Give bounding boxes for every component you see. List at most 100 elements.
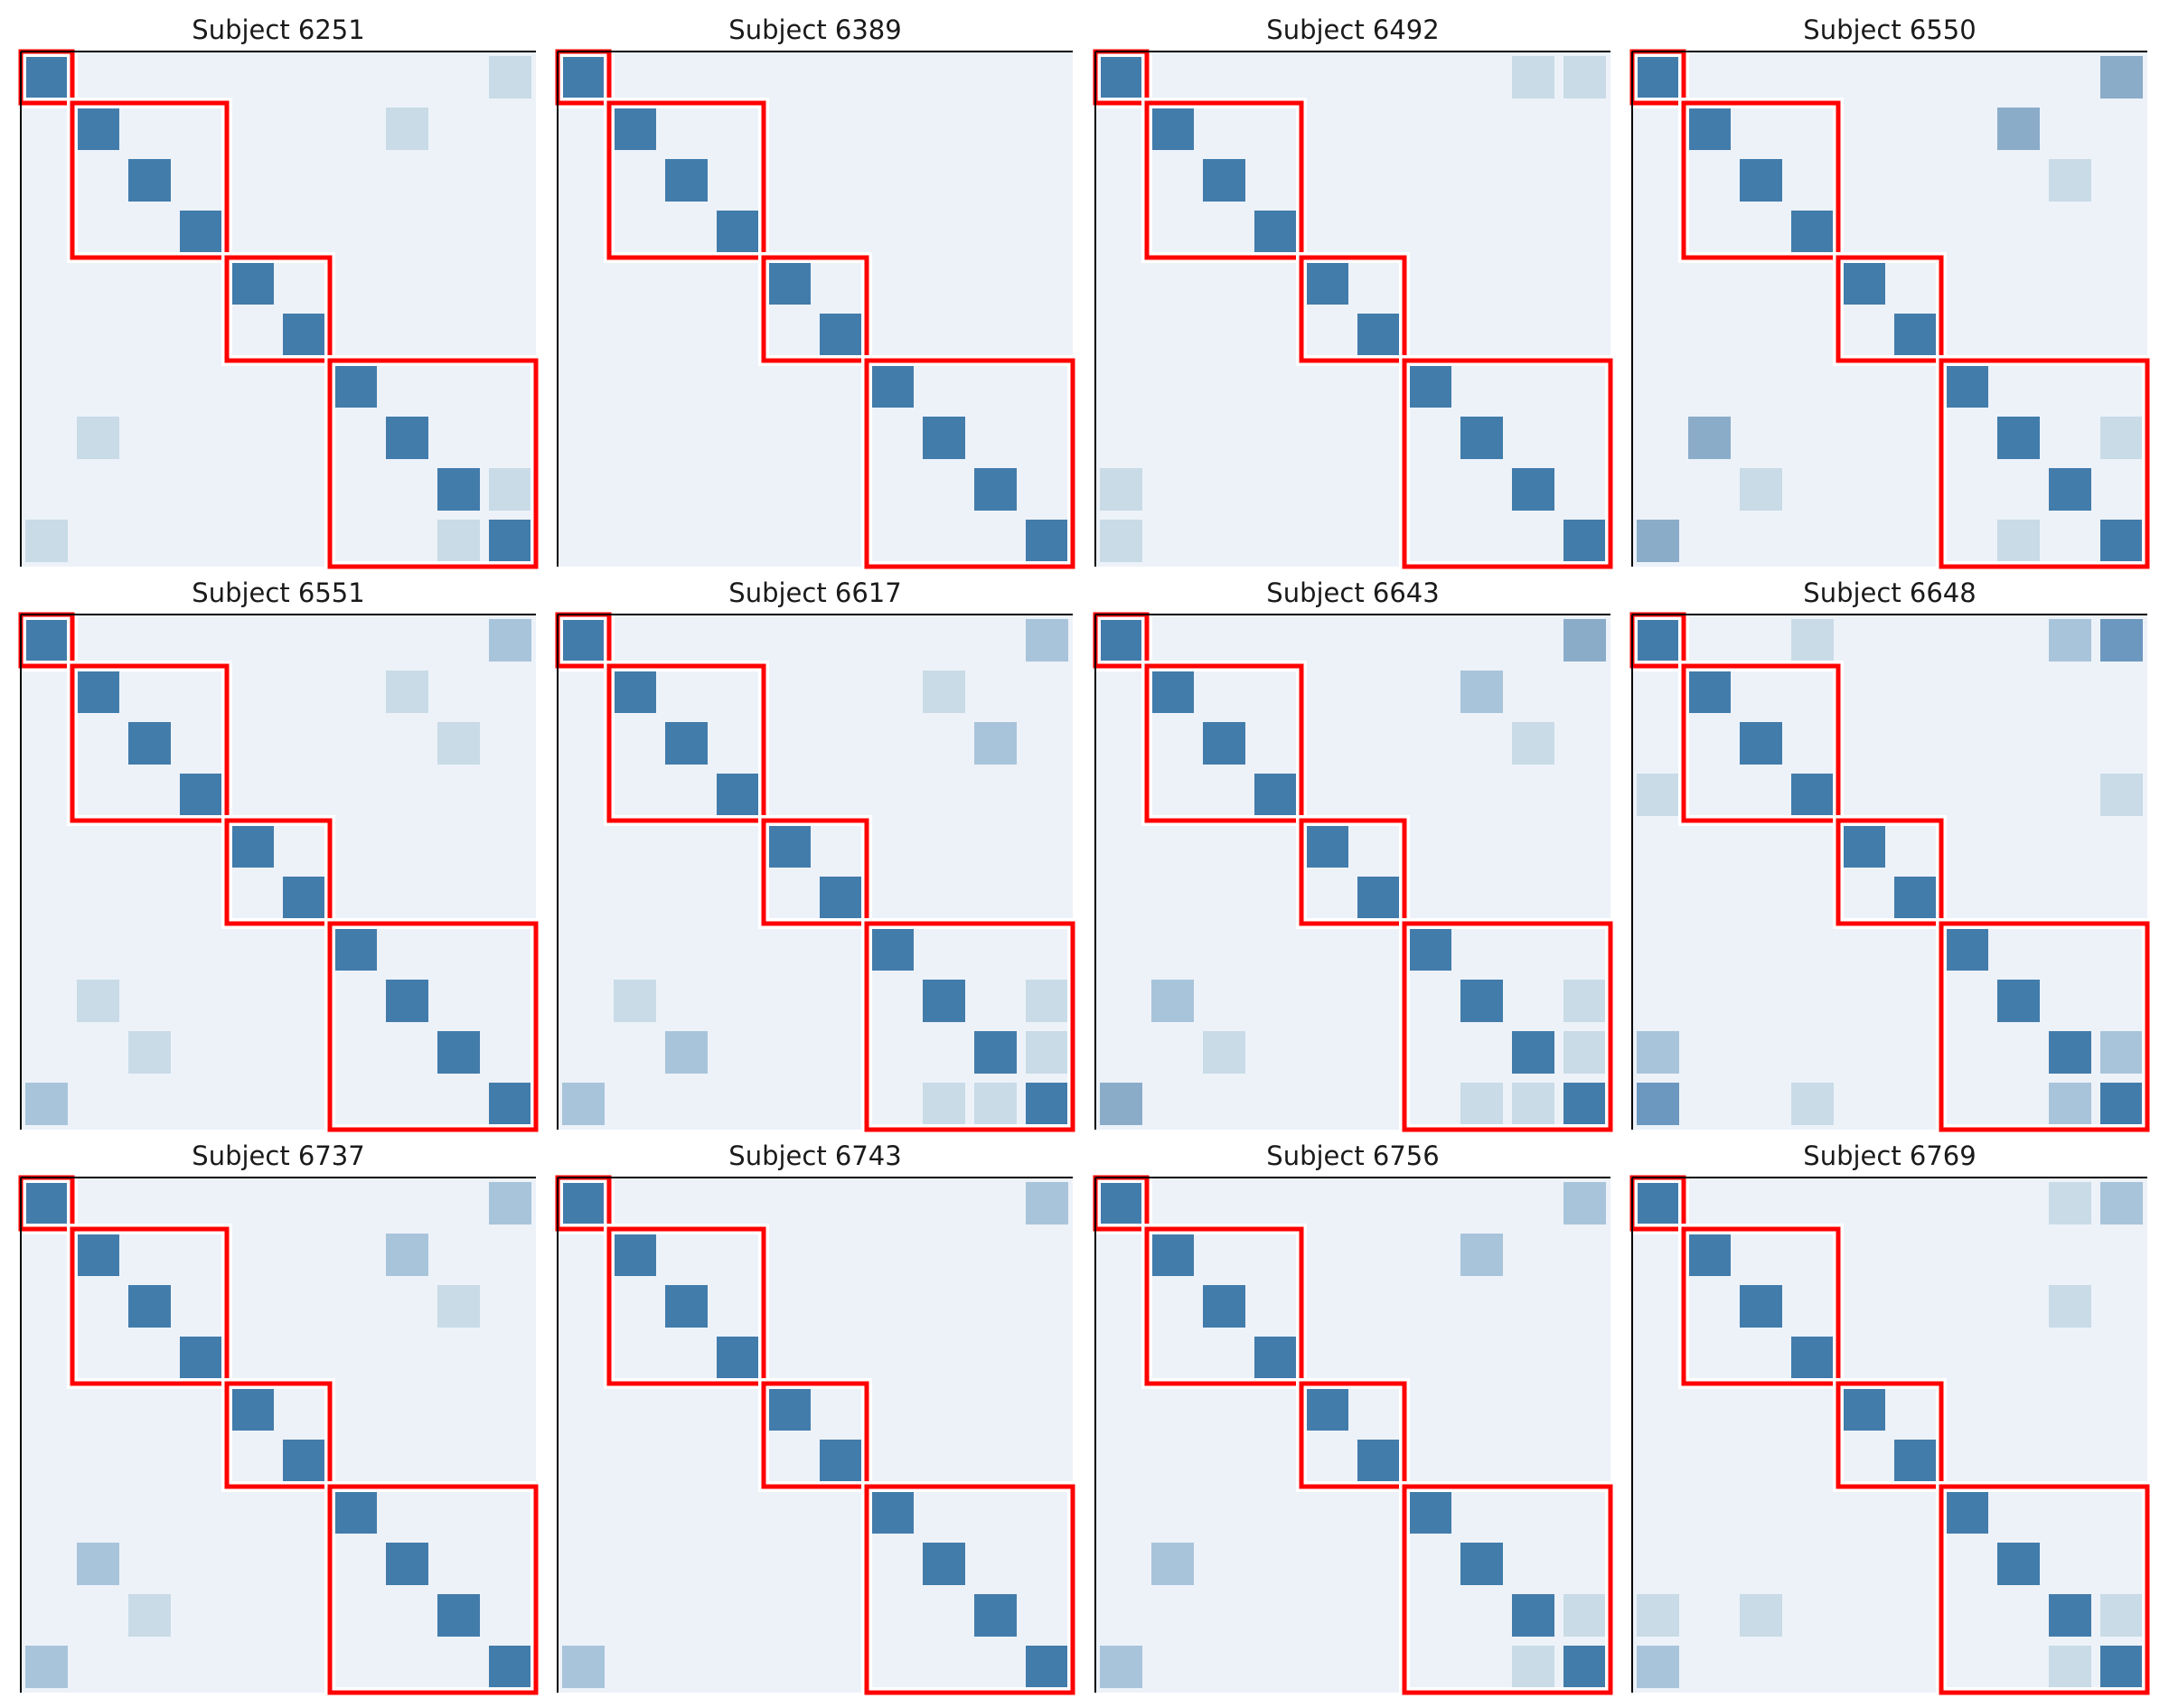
heatmap-cell [1026,1031,1068,1074]
heatmap-cell [562,1083,605,1125]
cluster-box [1836,255,1944,363]
heatmap-cell-diagonal [1357,1440,1400,1482]
heatmap-cell-diagonal [2049,1031,2091,1074]
heatmap-cell [1791,619,1834,662]
heatmap-cell [25,1083,68,1125]
heatmap-cell-diagonal [77,671,119,713]
heatmap-cell-diagonal [1306,1388,1348,1431]
panel-title: Subject 6737 [192,1140,364,1171]
heatmap-cell [386,1234,428,1276]
panel-title: Subject 6389 [728,14,901,45]
heatmap-cell [128,1031,171,1074]
heatmap-cell-diagonal [1946,365,1988,408]
heatmap-cell-diagonal [489,1083,531,1125]
heatmap-cell [2049,1182,2091,1225]
heatmap-cell-diagonal [334,928,377,971]
heatmap-cell [1203,1031,1245,1074]
heatmap-cell-diagonal [437,1031,480,1074]
heatmap-cell-diagonal [1512,1031,1554,1074]
cluster-box [327,921,539,1132]
heatmap-cell [1637,774,1679,816]
heatmap-cell-diagonal [180,774,222,816]
heatmap-cell [1026,980,1068,1022]
cluster-box [864,1484,1075,1695]
heatmap-cell-diagonal [489,520,531,562]
heatmap-cell [923,1083,965,1125]
heatmap-cell [1512,1083,1554,1125]
heatmap-cell-diagonal [923,980,965,1022]
heatmap-cell-diagonal [77,108,119,150]
cluster-box [327,358,539,569]
heatmap-cell [2049,1646,2091,1688]
cluster-box [1681,1226,1841,1386]
heatmap-cell-diagonal [717,774,759,816]
heatmap-cell [1563,1182,1606,1225]
heatmap-cell-diagonal [1563,1646,1606,1688]
panel-title: Subject 6743 [728,1140,901,1171]
heatmap-panel: Subject 6551 [15,577,541,1135]
heatmap-cell-diagonal [1460,417,1503,459]
cluster-box [761,255,869,363]
cluster-box [70,100,230,260]
heatmap-cell-diagonal [1409,365,1451,408]
heatmap-cell [1637,1083,1679,1125]
heatmap-cell [1563,1031,1606,1074]
heatmap-cell [1563,619,1606,662]
heatmap-cell-diagonal [1203,722,1245,765]
heatmap-cell-diagonal [1151,1234,1194,1276]
heatmap-cell [2049,619,2091,662]
heatmap-cell [2100,619,2143,662]
heatmap-cell-diagonal [1460,980,1503,1022]
heatmap-cell-diagonal [923,417,965,459]
heatmap-cell-diagonal [180,1337,222,1379]
heatmap-cell-diagonal [1740,159,1782,202]
cluster-box [606,663,766,823]
heatmap-cell-diagonal [25,1182,68,1225]
heatmap-cell-diagonal [665,159,708,202]
heatmap-cell-diagonal [562,1182,605,1225]
heatmap-cell-diagonal [334,1491,377,1534]
heatmap-cell [437,1285,480,1328]
cluster-box [864,921,1075,1132]
heatmap-cell-diagonal [1357,314,1400,356]
heatmap-cell-diagonal [768,825,811,868]
cluster-box [761,1381,869,1489]
panel-title: Subject 6551 [192,577,364,608]
heatmap-cell-diagonal [334,365,377,408]
heatmap-cell [1460,1234,1503,1276]
heatmap-cell-diagonal [1637,56,1679,99]
heatmap-cell-diagonal [1997,417,2040,459]
heatmap-cell [1740,468,1782,511]
heatmap-cell [128,1594,171,1637]
heatmap-cell-diagonal [1306,262,1348,305]
heatmap-cell [489,56,531,99]
heatmap-cell-diagonal [1100,56,1142,99]
cluster-box [327,1484,539,1695]
heatmap-cell-diagonal [717,1337,759,1379]
heatmap-cell-diagonal [768,1388,811,1431]
panel-title: Subject 6769 [1803,1140,1976,1171]
heatmap-cell-diagonal [1843,1388,1885,1431]
cluster-box [1144,1226,1304,1386]
heatmap-cell-diagonal [1512,1594,1554,1637]
heatmap-cell-diagonal [1254,211,1297,253]
cluster-box [1144,663,1304,823]
heatmap-cell [1512,1646,1554,1688]
heatmap-cell [1637,520,1679,562]
heatmap-cell [562,1646,605,1688]
heatmap-cell-diagonal [923,1543,965,1585]
heatmap-cell-diagonal [1026,520,1068,562]
heatmap-cell-diagonal [2049,468,2091,511]
heatmap-cell [2100,56,2143,99]
cluster-box [1836,818,1944,926]
heatmap-cell-diagonal [1688,108,1731,150]
heatmap-cell-diagonal [2049,1594,2091,1637]
heatmap-cell-diagonal [283,314,325,356]
cluster-box [1402,921,1613,1132]
heatmap-cell [77,417,119,459]
heatmap-cell-diagonal [717,211,759,253]
heatmap-panel: Subject 6769 [1627,1140,2153,1698]
heatmap-cell-diagonal [1151,108,1194,150]
cluster-box [1939,921,2150,1132]
